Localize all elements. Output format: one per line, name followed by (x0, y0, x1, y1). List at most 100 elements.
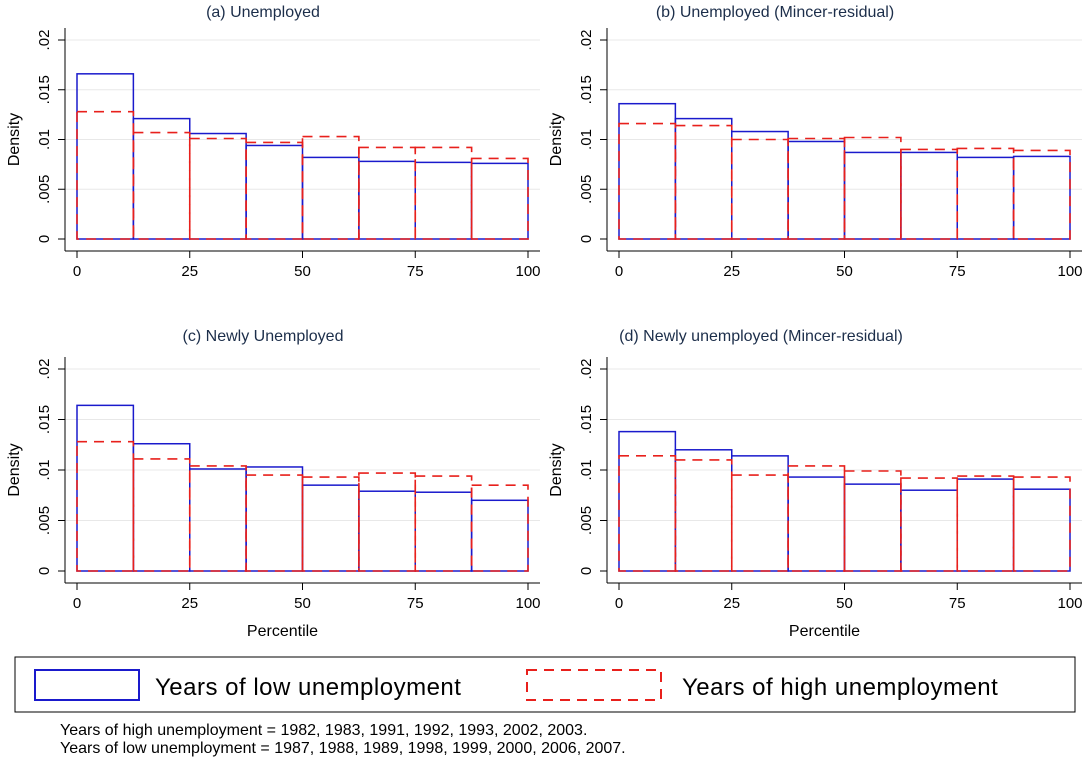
x-axis-label: Percentile (789, 623, 860, 640)
bar-low (956, 156, 1015, 240)
bar-high (956, 475, 1015, 572)
x-tick-label: 100 (1057, 595, 1082, 612)
y-tick-label: .005 (578, 175, 595, 204)
bar-low (76, 73, 135, 240)
y-tick-label: .02 (36, 359, 53, 380)
y-tick-label: .015 (578, 75, 595, 104)
panel-title: (a) Unemployed (206, 4, 320, 21)
bar-low (189, 132, 247, 240)
bar-high (843, 470, 902, 572)
bar-high (900, 148, 959, 240)
bar-high (1012, 476, 1071, 572)
x-tick-label: 25 (723, 595, 740, 612)
bar-low (301, 156, 360, 240)
panels: (a) Unemployed 0 .005 .01 .015 .02 0 25 50 75 100 D… (6, 4, 1083, 640)
bar-high (956, 147, 1015, 240)
bar-high (1012, 149, 1071, 240)
y-tick-label: .015 (578, 405, 595, 434)
bar-high (618, 122, 677, 240)
bar-low (132, 442, 191, 572)
x-tick-label: 100 (515, 263, 540, 280)
legend: Years of low unemployment Years of high … (14, 656, 1076, 713)
bar-high (787, 465, 846, 572)
y-tick-label: .01 (578, 460, 595, 481)
x-tick-label: 75 (949, 595, 966, 612)
y-tick-label: .015 (36, 75, 53, 104)
x-tick-label: 0 (615, 263, 623, 280)
panel-title: (b) Unemployed (Mincer-residual) (656, 4, 894, 21)
legend-swatch-low (34, 669, 140, 701)
y-tick-label: .01 (36, 129, 53, 150)
panel-title: (c) Newly Unemployed (183, 328, 344, 345)
bar-high (843, 136, 902, 240)
bar-low (189, 468, 247, 572)
bar-high (245, 141, 304, 240)
y-tick-label: 0 (36, 235, 53, 243)
bar-high (132, 458, 191, 572)
bar-low (618, 430, 677, 572)
chart-panel-2: (b) Unemployed (Mincer-residual) 0 .005 .01… (548, 4, 1083, 280)
bar-high (730, 474, 789, 572)
x-tick-label: 0 (615, 595, 623, 612)
bar-high (414, 146, 473, 240)
bar-low (1012, 488, 1071, 572)
x-tick-label: 50 (836, 263, 853, 280)
bar-low (76, 404, 135, 572)
y-tick-label: .005 (36, 506, 53, 535)
x-tick-label: 75 (407, 263, 424, 280)
y-tick-label: .02 (578, 359, 595, 380)
bar-high (414, 475, 473, 572)
bar-low (470, 162, 529, 240)
bar-low (245, 144, 304, 240)
bar-high (76, 440, 135, 572)
bar-high (301, 135, 360, 240)
y-tick-label: .015 (36, 405, 53, 434)
x-axis-label: Percentile (247, 623, 318, 640)
bar-high (470, 484, 529, 572)
bar-high (132, 131, 191, 240)
y-tick-label: .005 (578, 506, 595, 535)
y-tick-label: .01 (578, 129, 595, 150)
bar-high (301, 476, 360, 572)
bar-low (358, 160, 416, 240)
y-tick-label: 0 (36, 567, 53, 575)
x-tick-label: 50 (294, 263, 311, 280)
y-axis-label: Density (548, 113, 565, 166)
x-tick-label: 0 (73, 263, 81, 280)
y-axis-label: Density (6, 113, 23, 166)
bar-low (674, 449, 733, 572)
bar-high (358, 146, 417, 240)
y-tick-label: .005 (36, 175, 53, 204)
x-tick-label: 25 (181, 263, 198, 280)
bar-high (618, 455, 677, 572)
x-tick-label: 50 (836, 595, 853, 612)
note-high-years: Years of high unemployment = 1982, 1983,… (60, 722, 588, 739)
bar-high (674, 459, 733, 572)
bar-high (245, 474, 304, 572)
bar-low (900, 489, 958, 572)
bar-high (188, 465, 247, 572)
x-tick-label: 25 (723, 263, 740, 280)
bar-low (731, 130, 789, 240)
bar-high (76, 110, 135, 240)
legend-label-low: Years of low unemployment (155, 674, 461, 701)
x-tick-label: 75 (407, 595, 424, 612)
y-tick-label: .02 (578, 30, 595, 51)
legend-swatch-high (526, 669, 662, 701)
x-tick-label: 25 (181, 595, 198, 612)
bar-high (358, 472, 417, 572)
bar-high (674, 124, 733, 240)
bar-low (787, 476, 846, 572)
x-tick-label: 100 (515, 595, 540, 612)
chart-panel-3: (c) Newly Unemployed 0 .005 .01 .015 .02 0 25 50… (6, 328, 541, 640)
y-tick-label: 0 (578, 567, 595, 575)
legend-label-high: Years of high unemployment (682, 674, 998, 701)
bar-low (674, 117, 733, 240)
bar-low (301, 484, 360, 572)
x-tick-label: 75 (949, 263, 966, 280)
y-tick-label: .02 (36, 30, 53, 51)
y-tick-label: 0 (578, 235, 595, 243)
x-tick-label: 50 (294, 595, 311, 612)
chart-panel-1: (a) Unemployed 0 .005 .01 .015 .02 0 25 50 75 100 D… (6, 4, 541, 280)
bar-low (245, 466, 304, 572)
